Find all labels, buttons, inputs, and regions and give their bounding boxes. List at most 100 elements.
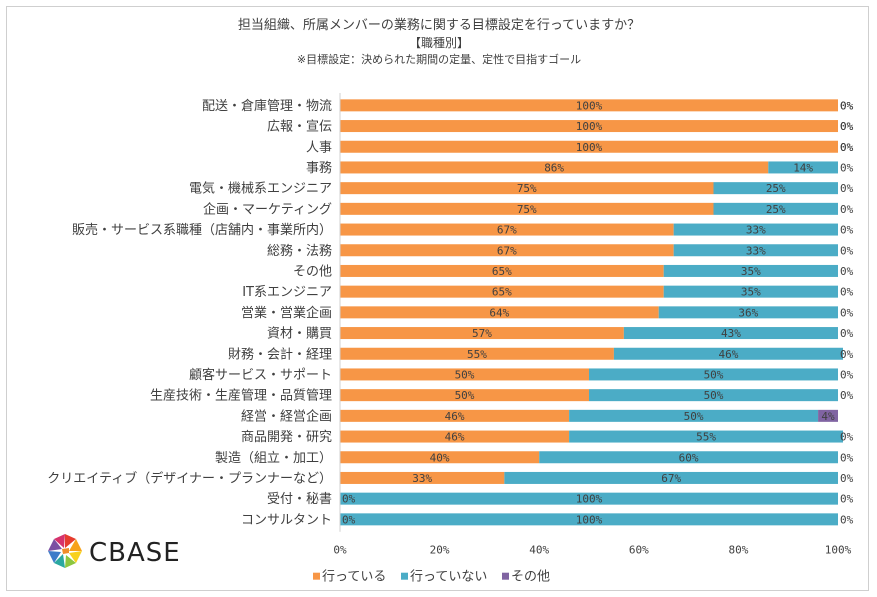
bar-segment-not-done [713, 182, 838, 195]
data-label: 100% [576, 120, 603, 133]
data-label: 14% [793, 161, 813, 174]
data-label: 65% [492, 286, 512, 299]
cbase-logo: CBASE [48, 534, 181, 568]
chart-subtitle: 【職種別】 [409, 36, 469, 50]
data-label: 0% [840, 224, 854, 237]
category-label: 顧客サービス・サポート [189, 367, 332, 383]
data-label: 0% [840, 99, 854, 112]
data-label: 0% [840, 451, 854, 464]
data-label: 40% [430, 451, 450, 464]
data-label: 0% [840, 161, 854, 174]
bar-segment-not-done [613, 347, 843, 360]
category-label: 製造（組立・加工） [215, 451, 332, 466]
data-label: 50% [684, 410, 704, 423]
bar-segment-done [340, 327, 624, 340]
x-tick-label: 100% [825, 544, 852, 557]
bar-segment-done [340, 140, 838, 153]
data-label: 57% [472, 327, 492, 340]
category-label: その他 [293, 264, 332, 279]
legend-swatch [401, 572, 408, 580]
data-label: 67% [497, 244, 517, 257]
bar-segment-not-done [504, 471, 838, 484]
data-label: 0% [840, 286, 854, 299]
data-label: 36% [738, 306, 758, 319]
data-label: 0% [342, 493, 356, 506]
x-tick-label: 80% [728, 544, 748, 557]
category-label: 総務・法務 [267, 244, 332, 259]
bar-segment-done [340, 264, 664, 277]
bar-segment-done [340, 99, 838, 112]
data-label: 0% [840, 431, 854, 444]
data-label: 46% [445, 431, 465, 444]
data-label: 0% [840, 348, 854, 361]
data-label: 46% [445, 410, 465, 423]
bar-segment-done [340, 244, 674, 257]
bar-segment-not-done [340, 513, 838, 526]
bar-segment-done [340, 285, 664, 298]
bar-segment-done [340, 409, 570, 422]
bar-segment-not-done [623, 327, 838, 340]
bar-segment-not-done [663, 285, 838, 298]
data-label: 0% [840, 472, 854, 485]
bar-segment-done [340, 451, 540, 464]
data-label: 0% [840, 141, 854, 154]
data-label: 67% [661, 472, 681, 485]
data-label: 35% [741, 265, 761, 278]
data-label: 64% [489, 306, 509, 319]
category-label: 営業・営業企画 [241, 305, 332, 321]
bar-segment-not-done [539, 451, 838, 464]
data-label: 0% [840, 99, 854, 112]
data-label: 75% [517, 182, 537, 195]
logo-mark-icon [48, 534, 82, 568]
category-labels: 配送・倉庫管理・物流広報・宣伝人事事務電気・機械系エンジニア企画・マーケティング… [47, 99, 332, 528]
category-label: 配送・倉庫管理・物流 [202, 99, 332, 114]
data-label: 0% [342, 513, 356, 526]
data-label: 33% [746, 244, 766, 257]
category-label: 経営・経営企画 [241, 408, 332, 424]
data-label: 0% [840, 182, 854, 195]
data-label: 43% [721, 327, 741, 340]
data-label: 55% [467, 348, 487, 361]
data-label: 86% [544, 161, 564, 174]
bar-segment-not-done [658, 306, 838, 319]
data-label: 0% [840, 493, 854, 506]
data-label: 4% [821, 410, 835, 423]
data-label: 100% [576, 141, 603, 154]
data-label: 60% [679, 451, 699, 464]
bar-segment-done [340, 368, 589, 381]
bar-segment-not-done [569, 430, 843, 443]
category-label: 生産技術・生産管理・品質管理 [150, 388, 332, 404]
chart-note: ※目標設定：決められた期間の定量、定性で目指すゴール [297, 52, 581, 66]
data-label: 50% [704, 368, 724, 381]
data-label: 0% [840, 141, 854, 154]
bar-segment-done [340, 120, 838, 133]
category-label: 電気・機械系エンジニア [189, 181, 332, 197]
bar-segment-not-done [569, 409, 819, 422]
category-label: 広報・宣伝 [267, 119, 332, 135]
brand-name: CBASE [89, 538, 181, 568]
legend-swatch [313, 572, 320, 580]
data-label: 0% [840, 244, 854, 257]
data-label: 25% [766, 182, 786, 195]
x-tick-label: 20% [430, 544, 450, 557]
bar-segment-done [340, 347, 614, 360]
data-label: 0% [840, 368, 854, 381]
bar-segment-done [340, 223, 674, 236]
x-tick-label: 40% [529, 544, 549, 557]
category-label: 企画・マーケティング [203, 201, 332, 217]
x-axis-ticks: 0% 20% 40% 60% 80% 100% [333, 544, 851, 557]
bar-segment-done [340, 182, 714, 195]
bar-segment-done [340, 430, 570, 443]
bar-segment-not-done [663, 264, 838, 277]
data-label: 33% [412, 472, 432, 485]
data-label: 55% [696, 431, 716, 444]
bar-segment-not-done [673, 244, 838, 257]
category-label: 事務 [306, 161, 332, 176]
data-label: 0% [840, 120, 854, 133]
category-label: クリエイティブ（デザイナー・プランナーなど） [47, 470, 332, 486]
bar-segment-not-done [340, 492, 838, 505]
data-label: 25% [766, 203, 786, 216]
data-label: 0% [840, 306, 854, 319]
chart-title: 担当組織、所属メンバーの業務に関する目標設定を行っていますか？ [238, 17, 640, 33]
data-label: 67% [497, 224, 517, 237]
